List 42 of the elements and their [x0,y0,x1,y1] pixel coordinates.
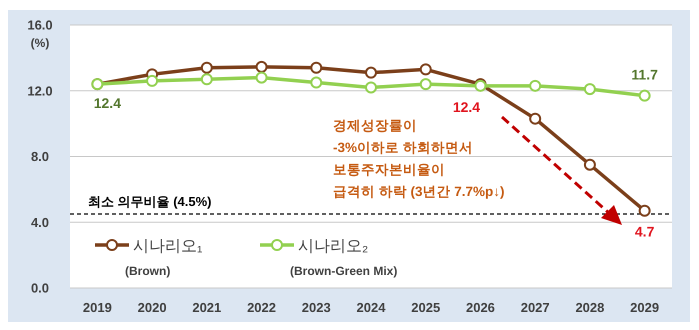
ref-line-label: 최소 의무비율 (4.5%) [88,194,212,210]
point [584,158,596,171]
point [420,63,432,76]
point [365,81,377,94]
x-tick-label: 2024 [356,300,386,315]
point [365,66,377,79]
x-tick-label: 2020 [138,300,167,315]
x-tick-label: 2027 [520,300,550,315]
point [200,62,213,74]
x-tick-label: 2028 [575,300,604,315]
y-tick-label: 0.0 [30,280,50,296]
x-tick-label: 2029 [630,300,660,315]
point [256,60,268,73]
y-tick-label: 12.0 [27,83,53,98]
x-tick-label: 2021 [192,300,222,315]
point [529,80,542,92]
x-tick-label: 2022 [247,300,276,315]
point [529,112,542,125]
point [146,74,158,87]
point [310,62,322,74]
legend-label: 시나리오₂ (Brown-Green Mix) [290,238,398,278]
point [584,83,596,96]
y-tick-label: 16.0 [27,18,53,33]
point [420,78,432,90]
x-tick-label: 2026 [466,300,495,315]
y-tick-label: 8.0 [30,149,50,164]
data-label: 11.7 [631,66,658,83]
x-tick-label: 2025 [411,300,440,315]
y-tick-label: 4.0 [30,214,50,230]
data-label: 4.7 [634,224,655,240]
data-label: 12.4 [94,95,122,112]
point [256,72,268,84]
point [638,204,651,217]
point [638,90,651,102]
annotation: 경제성장률이 -3%이하로 하회하면서 보통주자본비율이 급격히 하락 (3년간 7.7%p↓) [333,118,505,199]
legend-label: 시나리오₁ (Brown) [125,238,202,278]
point [310,76,322,89]
x-tick-label: 2019 [82,300,112,315]
point [200,73,213,86]
x-tick-label: 2023 [302,300,331,315]
data-label: 12.4 [452,99,480,116]
y-axis-title: (%) [30,36,50,50]
